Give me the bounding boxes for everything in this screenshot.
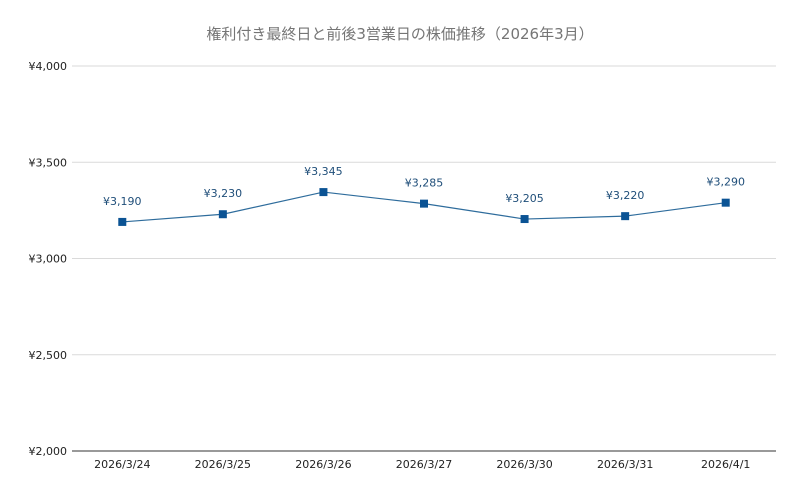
x-tick-label: 2026/3/24 [94,458,150,471]
data-label: ¥3,220 [606,189,645,202]
chart-title: 権利付き最終日と前後3営業日の株価推移（2026年3月） [206,25,593,43]
data-label: ¥3,285 [405,177,444,190]
data-label: ¥3,290 [706,176,745,189]
y-tick-label: ¥3,500 [29,156,68,169]
series-layer: ¥3,190 ¥3,230 ¥3,345 ¥3,285 ¥3,205 ¥3,220 ¥3,2… [103,165,745,226]
data-label: ¥3,190 [103,195,142,208]
x-tick-label: 2026/3/26 [295,458,351,471]
x-axis-ticks: 2026/3/24 2026/3/25 2026/3/26 2026/3/27 2026… [94,458,750,471]
data-label: ¥3,230 [204,187,243,200]
y-tick-label: ¥4,000 [29,60,68,73]
data-point [520,215,529,224]
y-axis-ticks: ¥2,000 ¥2,500 ¥3,000 ¥3,500 ¥4,000 [29,60,68,458]
data-point [319,188,328,197]
y-tick-label: ¥3,000 [29,253,68,266]
x-tick-label: 2026/4/1 [701,458,750,471]
gridlines [72,65,776,356]
x-tick-label: 2026/3/30 [496,458,552,471]
x-tick-label: 2026/3/31 [597,458,653,471]
y-tick-label: ¥2,500 [29,349,68,362]
data-point [118,217,127,226]
x-tick-label: 2026/3/27 [396,458,452,471]
x-tick-label: 2026/3/25 [195,458,251,471]
data-point [420,199,428,208]
data-point [621,212,630,221]
data-point [218,210,227,219]
data-point [721,198,730,207]
y-tick-label: ¥2,000 [29,445,68,458]
data-label: ¥3,345 [304,165,343,178]
data-label: ¥3,205 [505,192,544,205]
